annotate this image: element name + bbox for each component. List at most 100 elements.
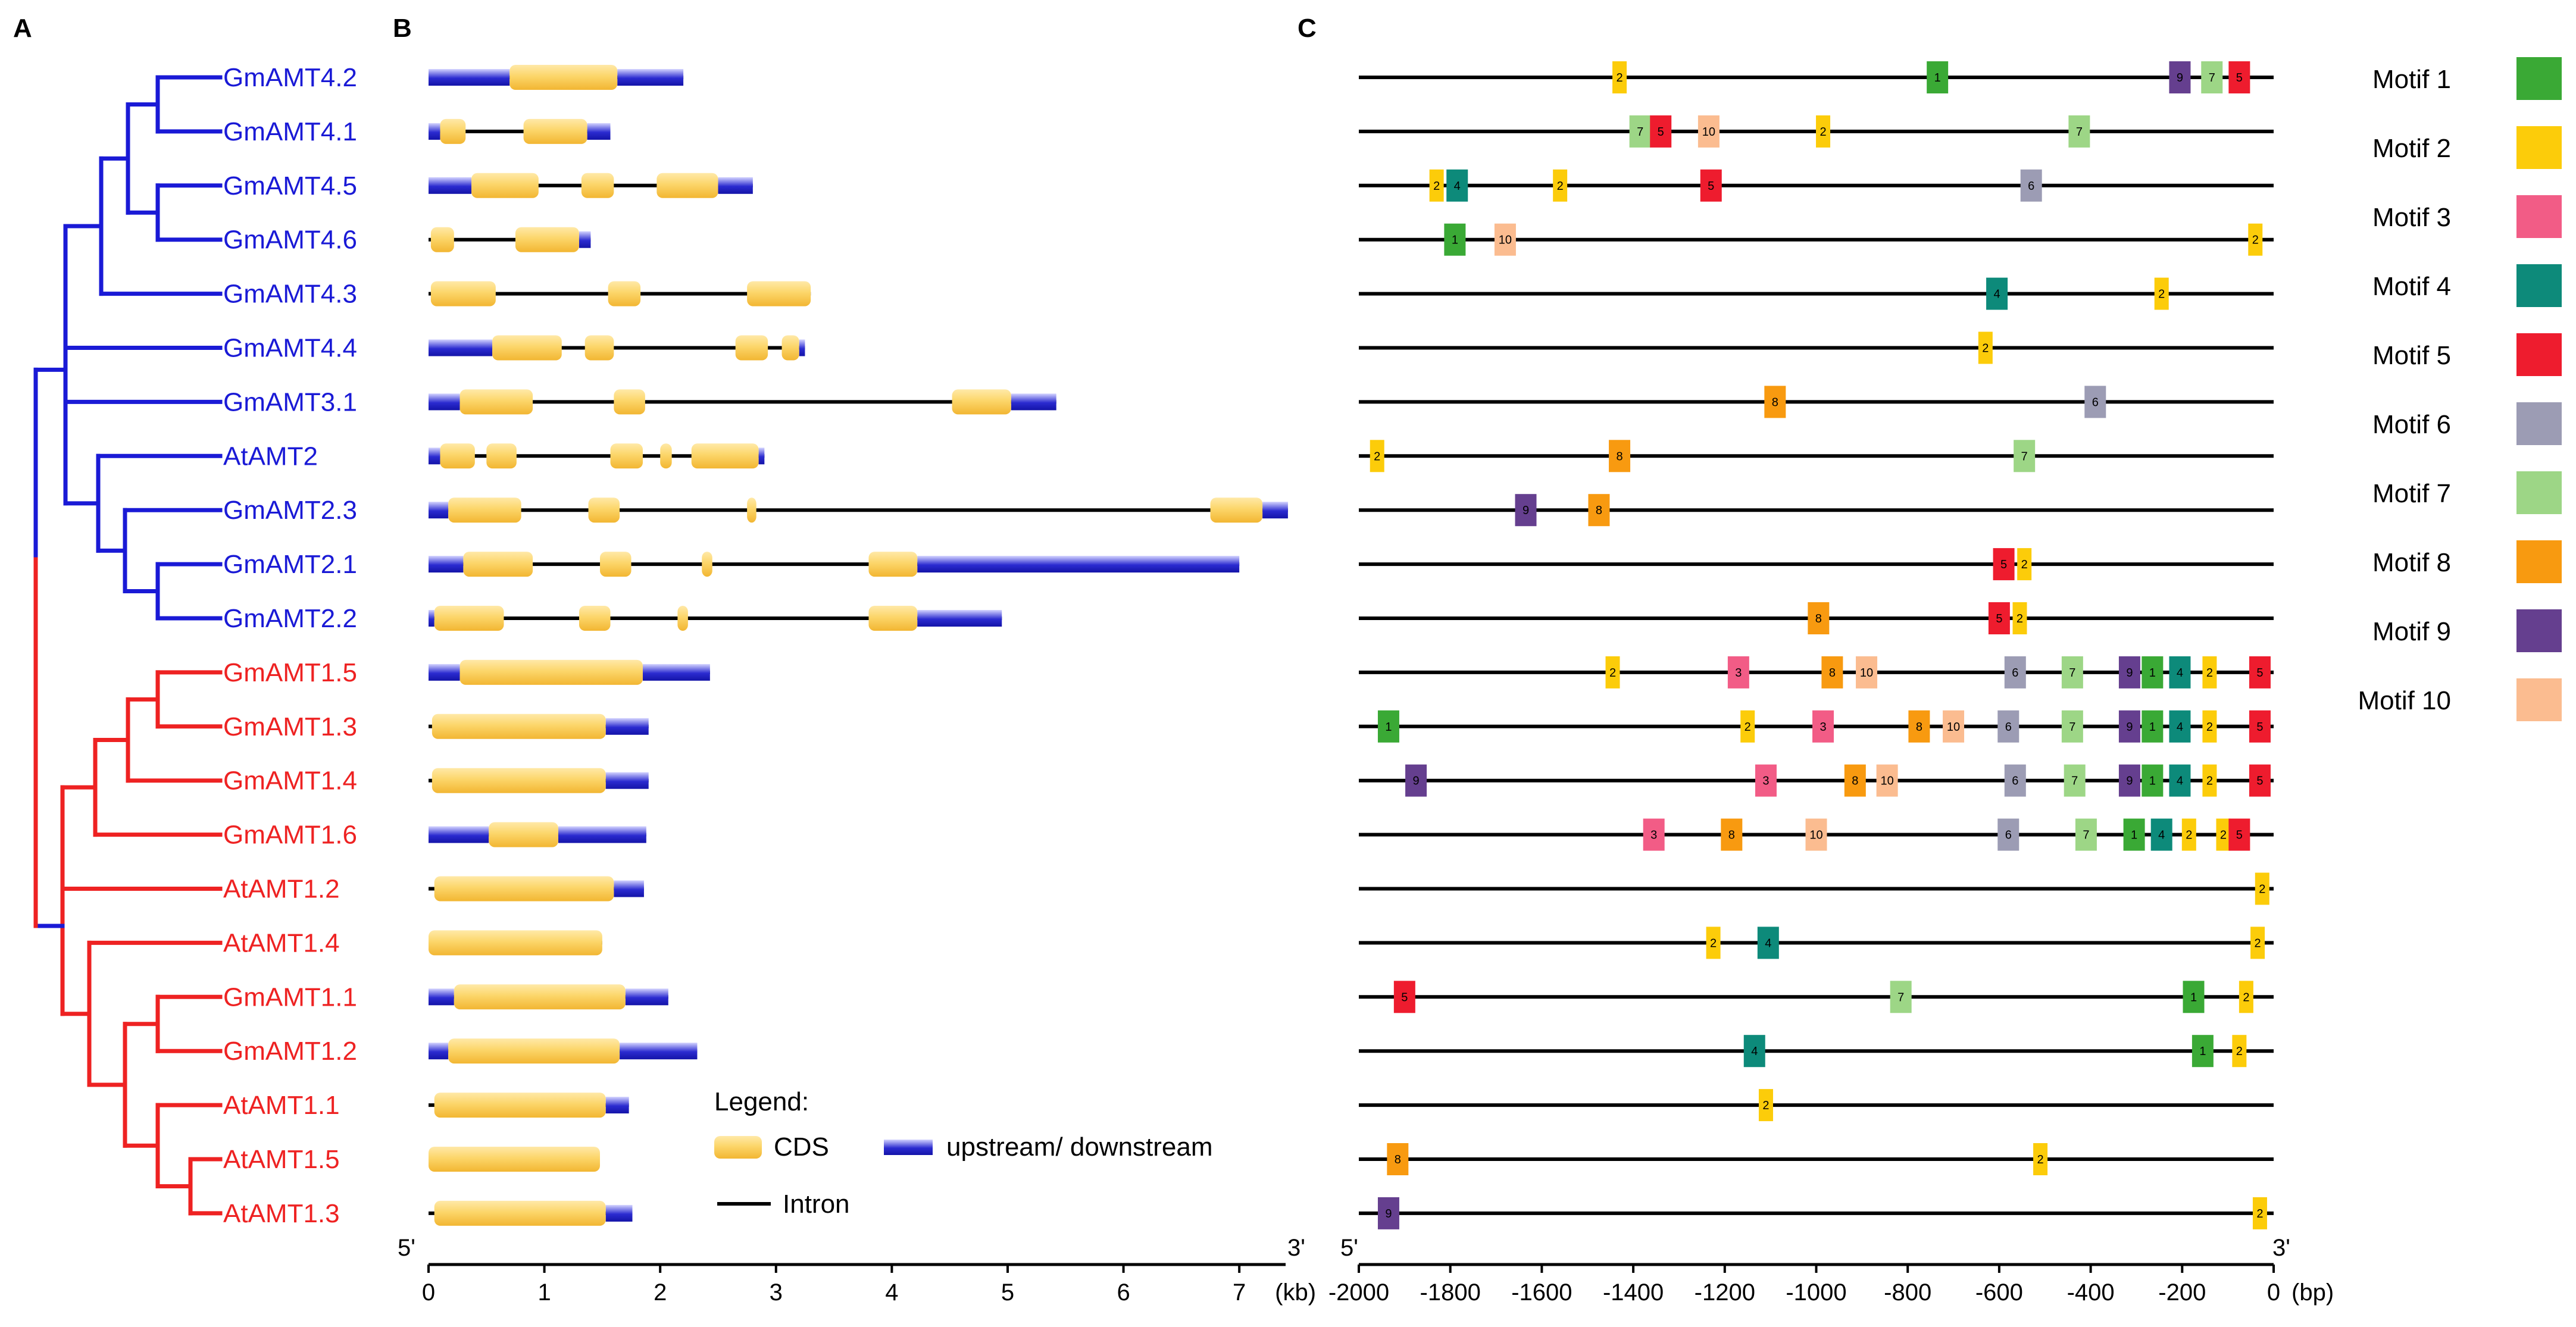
legend-motif-label: Motif 9: [2372, 617, 2451, 646]
gene-label-GmAMT2.3: GmAMT2.3: [223, 496, 357, 525]
axis-tick-label: 0: [2267, 1279, 2280, 1306]
motif-1-box: [2123, 818, 2145, 851]
motif-track-AtAMT1.4: 2 4 2: [1359, 927, 2274, 959]
motif-2-number: 2: [1762, 1099, 1769, 1112]
motif-4-box: [2169, 710, 2191, 743]
cds-exon: [610, 443, 643, 469]
legend-motif-label: Motif 4: [2372, 272, 2451, 301]
utr-segment: [429, 610, 434, 627]
motif-track-AtAMT2: 2 8 7: [1359, 440, 2274, 472]
legend-motif-swatch: [2516, 57, 2562, 100]
motif-2-box: [2239, 981, 2253, 1013]
axis-tick-label: -1200: [1695, 1279, 1755, 1306]
cds-exon: [702, 552, 712, 577]
motif-7-number: 7: [2071, 775, 2078, 788]
motif-3-box: [1727, 656, 1749, 688]
gene-label-GmAMT3.1: GmAMT3.1: [223, 387, 357, 417]
utr-segment: [579, 231, 591, 248]
motif-5-box: [1650, 115, 1672, 148]
cds-exon: [588, 497, 620, 523]
motif-3-box: [1755, 764, 1777, 797]
gene-structure-GmAMT2.3: [429, 497, 1288, 523]
motif-8-number: 8: [1815, 612, 1822, 625]
utr-segment: [429, 393, 460, 411]
cds-exon: [463, 552, 533, 577]
motif-5-number: 5: [2256, 775, 2263, 788]
cds-exon: [489, 822, 558, 847]
axis-tick-label: 0: [422, 1279, 435, 1306]
motif-10-box: [1805, 818, 1827, 851]
motif-5-box: [1393, 981, 1415, 1013]
motif-3-number: 3: [1820, 721, 1826, 734]
gene-structure-GmAMT1.6: [429, 822, 646, 847]
motif-track-GmAMT4.6: 1 10 2: [1359, 223, 2274, 256]
motif-10-number: 10: [1702, 126, 1715, 139]
motif-2-number: 2: [2021, 558, 2028, 571]
legend-motif-label: Motif 3: [2372, 203, 2451, 232]
cds-exon: [429, 930, 602, 956]
motif-9-number: 9: [1385, 1207, 1392, 1220]
motif-5-box: [1700, 169, 1722, 202]
legend-cds-swatch: [714, 1136, 762, 1159]
utr-segment: [1262, 502, 1288, 519]
gene-structure-GmAMT4.1: [429, 118, 611, 144]
motif-9-box: [1515, 494, 1537, 527]
cds-exon: [430, 227, 454, 252]
motif-2-box: [1605, 656, 1620, 688]
cds-exon: [448, 1038, 620, 1064]
legend-motif-swatch: [2516, 264, 2562, 307]
legend-motif-swatch: [2516, 471, 2562, 514]
motif-6-box: [2084, 386, 2106, 418]
motif-8-number: 8: [1728, 829, 1735, 842]
motif-10-box: [1697, 115, 1720, 148]
motif-2-number: 2: [2206, 721, 2213, 734]
motif-4-box: [2150, 818, 2172, 851]
gene-label-AtAMT1.2: AtAMT1.2: [223, 875, 340, 904]
motif-2-number: 2: [2256, 1207, 2263, 1220]
cds-exon: [747, 281, 811, 306]
motif-3-number: 3: [1762, 775, 1769, 788]
motif-5-number: 5: [2236, 829, 2243, 842]
motif-1-number: 1: [2149, 775, 2156, 788]
motif-6-number: 6: [2092, 396, 2099, 409]
utr-segment: [620, 1043, 698, 1060]
motif-1-box: [1444, 223, 1466, 256]
motif-2-box: [2202, 710, 2217, 743]
motif-7-box: [2068, 115, 2090, 148]
motif-3-box: [1643, 818, 1665, 851]
gene-label-GmAMT4.6: GmAMT4.6: [223, 226, 357, 255]
motif-2-box: [2202, 656, 2217, 688]
utr-segment: [429, 339, 493, 356]
motif-legend: Motif 1 Motif 2 Motif 3 Motif 4 Motif 5 Motif…: [2358, 57, 2562, 721]
motif-5-box: [2228, 61, 2250, 93]
motif-8-box: [1721, 818, 1743, 851]
motif-track-GmAMT2.2: 8 5 2: [1359, 602, 2274, 634]
motif-2-number: 2: [2186, 829, 2192, 842]
panel-letter-c: C: [1298, 14, 1317, 43]
motif-track-GmAMT1.5: 2 3 8 10 6 7 9 1 4 2 5: [1359, 656, 2274, 688]
utr-segment: [587, 123, 611, 140]
panel-letter-a: A: [13, 14, 32, 43]
motif-9-box: [2169, 61, 2191, 93]
axis-tick-label: -1800: [1420, 1279, 1481, 1306]
motif-6-number: 6: [2005, 721, 2012, 734]
motif-2-number: 2: [2206, 666, 2213, 680]
motif-8-box: [1387, 1143, 1409, 1175]
cds-exon: [429, 1147, 600, 1172]
cds-exon: [584, 335, 614, 361]
motif-2-number: 2: [2259, 883, 2265, 896]
motif-8-number: 8: [1852, 775, 1858, 788]
motif-2-box: [1429, 169, 1444, 202]
gene-label-AtAMT1.4: AtAMT1.4: [223, 928, 340, 957]
gene-label-GmAMT4.1: GmAMT4.1: [223, 117, 357, 146]
gene-structure-GmAMT1.4: [429, 768, 649, 793]
motif-2-box: [1370, 440, 1384, 472]
motif-5-box: [2249, 764, 2271, 797]
motif-2-box: [2255, 872, 2269, 905]
motif-7-number: 7: [2069, 666, 2075, 680]
motif-4-box: [1757, 927, 1779, 959]
gene-label-column: GmAMT4.2 GmAMT4.1 GmAMT4.5 GmAMT4.6 GmAMT4.3…: [223, 63, 357, 1228]
utr-segment: [429, 664, 460, 681]
